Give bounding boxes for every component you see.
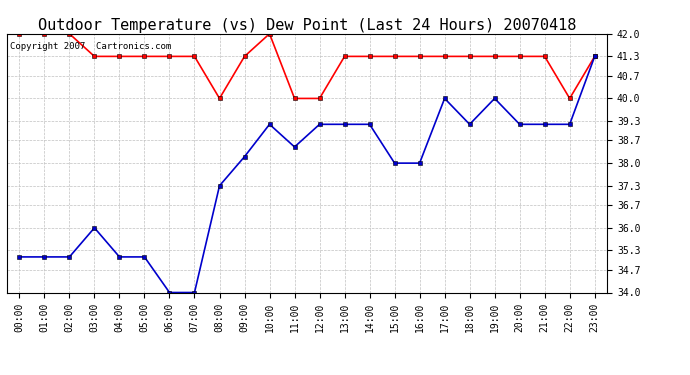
Text: Copyright 2007  Cartronics.com: Copyright 2007 Cartronics.com bbox=[10, 42, 171, 51]
Title: Outdoor Temperature (vs) Dew Point (Last 24 Hours) 20070418: Outdoor Temperature (vs) Dew Point (Last… bbox=[38, 18, 576, 33]
